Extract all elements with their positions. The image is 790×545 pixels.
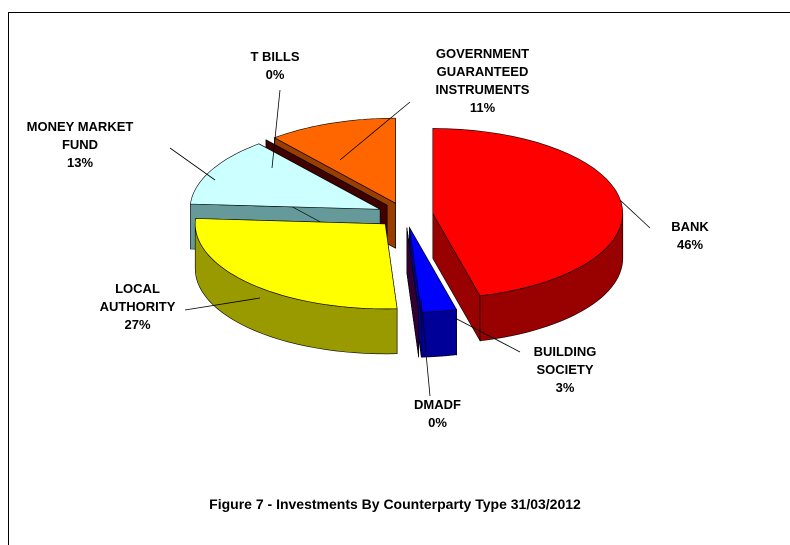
value-label: 13% [66,155,94,170]
value-label: 11% [469,100,496,115]
slice-label: LOCAL AUTHORITY 27% [90,280,185,334]
value-label: 0% [265,67,285,82]
slice [432,128,624,342]
leader-line [420,299,431,397]
category-label: GOVERNMENT GUARANTEED INSTRUMENTS [435,46,530,97]
chart-title: Figure 7 - Investments By Counterparty T… [209,496,581,512]
value-label: 46% [676,237,704,252]
slice-label: T BILLS 0% [240,48,310,84]
leader-line [339,101,411,161]
value-label: 0% [428,415,447,430]
slice-label: BUILDING SOCIETY 3% [520,343,610,397]
category-label: BANK [671,219,709,234]
slice-label: GOVERNMENT GUARANTEED INSTRUMENTS 11% [420,45,545,117]
leader-line [169,147,216,181]
leader-line [271,89,281,169]
value-label: 27% [124,317,151,332]
slice-side [420,309,457,358]
leader-line [454,317,521,353]
category-label: LOCAL AUTHORITY [99,281,176,314]
slice [409,226,458,358]
category-label: BUILDING SOCIETY [533,344,597,377]
frame [8,12,790,545]
slice-top [194,218,398,310]
slice-top [406,227,419,313]
slice-label: DMADF 0% [400,396,475,432]
category-label: T BILLS [250,49,300,64]
leader-line [619,199,651,229]
category-label: MONEY MARKET FUND [26,119,134,152]
slice [194,218,398,355]
slice-top [409,227,458,313]
slice-label: MONEY MARKET FUND 13% [20,118,140,172]
value-label: 3% [555,380,575,395]
slice-label: BANK 46% [640,218,740,254]
leader-line [184,297,261,311]
slice-top [432,128,624,297]
slice [406,227,420,358]
slice-top [265,139,388,206]
slice-top [190,143,381,210]
category-label: DMADF [414,397,461,412]
